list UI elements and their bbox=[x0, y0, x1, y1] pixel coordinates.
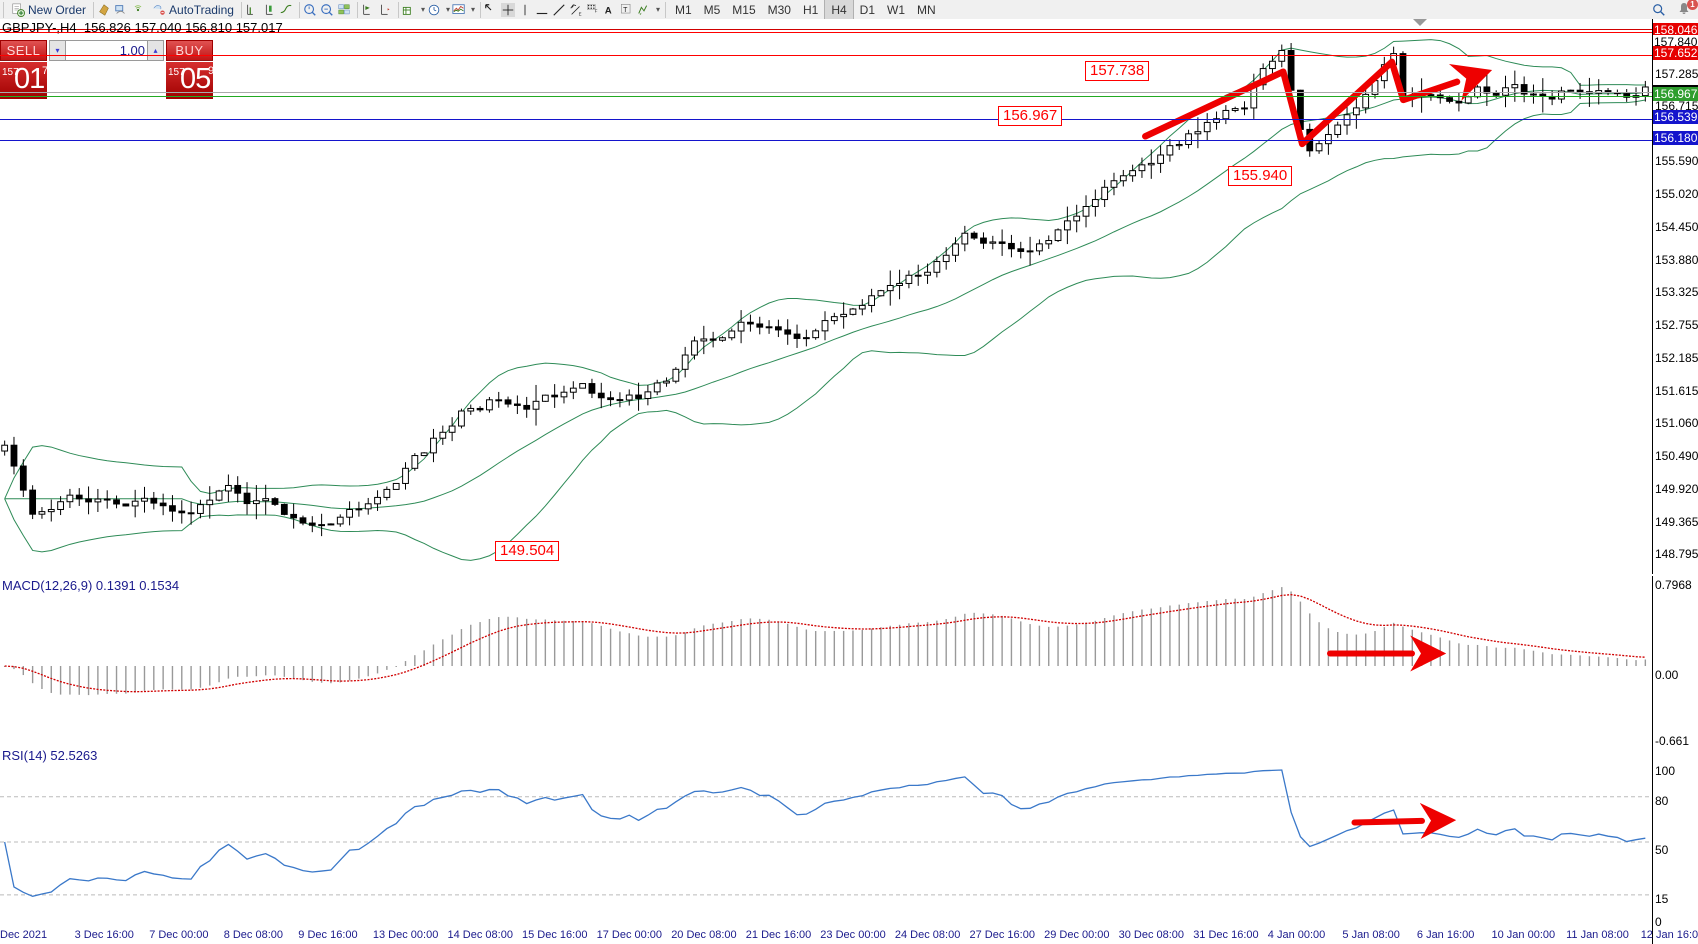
svg-text:T: T bbox=[623, 6, 628, 13]
svg-text:F: F bbox=[595, 8, 598, 13]
svg-text:A: A bbox=[605, 5, 612, 16]
svg-text:E: E bbox=[579, 11, 582, 16]
